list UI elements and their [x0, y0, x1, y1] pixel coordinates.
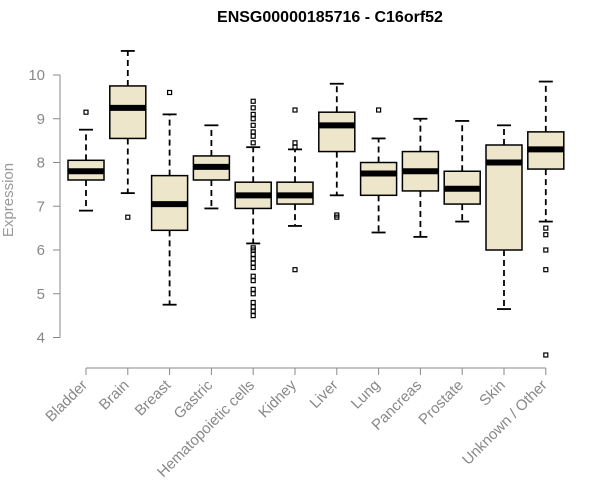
outlier-point — [250, 122, 256, 128]
y-tick-label: 5 — [37, 286, 45, 303]
y-tick-label: 9 — [37, 111, 45, 128]
outlier-point — [250, 245, 256, 251]
box-iqr — [359, 161, 398, 197]
outlier-point — [250, 313, 256, 319]
outlier-point — [334, 212, 340, 218]
outlier-point — [250, 260, 256, 266]
x-tick-label: Bladder — [42, 377, 91, 426]
x-tick-label: Kidney — [255, 376, 300, 421]
box-iqr — [318, 111, 356, 153]
x-tick-label: Brain — [96, 377, 133, 414]
y-axis-label: Expression — [0, 163, 17, 237]
outlier-point — [292, 107, 298, 113]
outlier-point — [250, 111, 256, 117]
box-group — [527, 80, 565, 358]
outlier-point — [167, 89, 173, 96]
x-tick-label: Breast — [132, 376, 175, 419]
boxes-group — [67, 50, 565, 358]
box-group — [359, 107, 398, 234]
outlier-point — [543, 352, 549, 358]
outlier-point — [543, 232, 549, 238]
y-tick-label: 10 — [28, 67, 45, 84]
outlier-point — [250, 291, 256, 297]
y-axis: 4 5 6 7 8 9 10 — [28, 67, 61, 347]
y-tick-label: 7 — [37, 198, 45, 215]
y-tick-label: 4 — [37, 330, 45, 347]
box-group — [276, 107, 314, 273]
x-tick-label: Prostate — [415, 377, 467, 429]
outlier-point — [250, 116, 256, 122]
outlier-point — [83, 109, 89, 115]
box-group — [318, 82, 356, 220]
outlier-point — [250, 251, 256, 257]
outlier-point — [543, 225, 549, 231]
outlier-point — [125, 214, 131, 220]
outlier-point — [250, 133, 256, 139]
box-group — [485, 124, 523, 310]
y-tick-label: 6 — [37, 242, 45, 259]
x-tick-label: Liver — [307, 377, 342, 412]
outlier-point — [292, 267, 298, 273]
x-tick-label: Lung — [348, 377, 384, 413]
box-group — [401, 117, 440, 238]
outlier-point — [250, 278, 256, 284]
outlier-point — [250, 286, 256, 292]
outlier-point — [250, 264, 256, 271]
outlier-point — [250, 98, 256, 104]
outlier-point — [250, 140, 256, 146]
outlier-point — [250, 299, 256, 306]
box-group — [150, 89, 189, 306]
outlier-point — [250, 304, 256, 310]
outlier-point — [250, 105, 256, 111]
chart-title: ENSG00000185716 - C16orf52 — [217, 9, 443, 26]
box-group — [192, 124, 231, 210]
x-tick-label: Skin — [476, 377, 509, 410]
y-tick-label: 8 — [37, 155, 45, 172]
box-group — [109, 50, 147, 220]
outlier-point — [250, 256, 256, 262]
outlier-point — [250, 308, 256, 314]
outlier-point — [543, 247, 549, 253]
outlier-point — [543, 267, 549, 273]
outlier-point — [292, 140, 298, 146]
outlier-point — [250, 129, 256, 135]
box-group — [67, 109, 105, 212]
box-iqr — [109, 85, 147, 140]
outlier-point — [376, 107, 382, 113]
outlier-point — [250, 273, 256, 279]
box-group — [443, 120, 481, 223]
box-group — [234, 98, 272, 319]
